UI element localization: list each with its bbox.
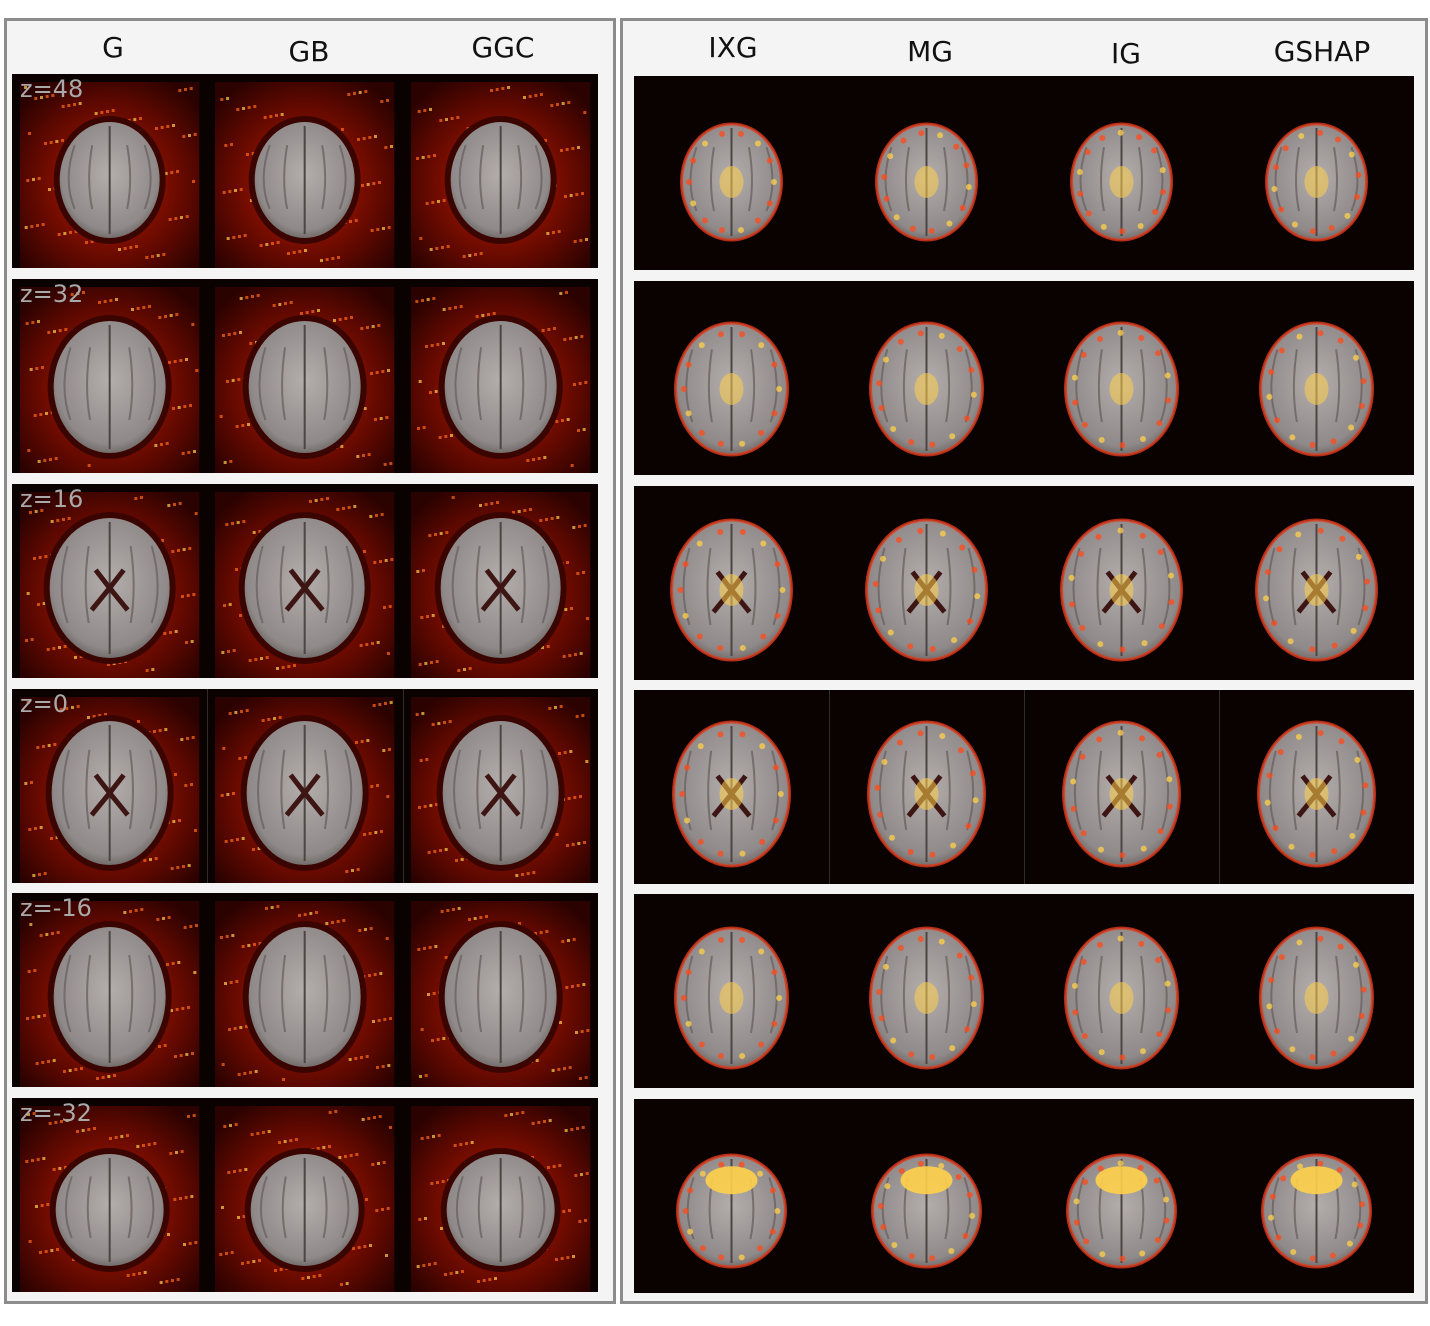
cell-gb — [207, 893, 402, 1087]
cell-mg — [829, 281, 1024, 475]
cell-gb — [207, 1098, 402, 1292]
cell-ixg — [634, 486, 829, 680]
cell-ggc — [403, 74, 598, 268]
slice-label: z=0 — [20, 690, 68, 718]
right-row-z-32 — [634, 1099, 1414, 1293]
left-row-z32: z=32 — [12, 279, 598, 473]
cell-gshap — [1219, 76, 1414, 270]
cell-ggc — [403, 689, 598, 883]
cell-gb — [207, 689, 402, 883]
cell-gb — [207, 484, 402, 678]
cell-ixg — [634, 281, 829, 475]
cell-ig — [1024, 894, 1219, 1088]
cell-g — [12, 74, 207, 268]
slice-label: z=48 — [20, 75, 84, 103]
left-row-z16: z=16 — [12, 484, 598, 678]
slice-label: z=32 — [20, 280, 84, 308]
cell-divider — [1219, 690, 1220, 884]
column-header-ig: IG — [1111, 37, 1141, 70]
cell-ixg — [634, 690, 829, 884]
cell-mg — [829, 894, 1024, 1088]
cell-ggc — [403, 484, 598, 678]
cell-mg — [829, 690, 1024, 884]
right-row-z0 — [634, 690, 1414, 884]
cell-ig — [1024, 281, 1219, 475]
cell-divider — [207, 689, 209, 883]
slice-label: z=16 — [20, 485, 84, 513]
cell-g — [12, 893, 207, 1087]
cell-gb — [207, 279, 402, 473]
cell-gshap — [1219, 690, 1414, 884]
cell-ixg — [634, 894, 829, 1088]
column-header-mg: MG — [907, 35, 953, 68]
right-row-z-16 — [634, 894, 1414, 1088]
cell-mg — [829, 76, 1024, 270]
cell-ixg — [634, 76, 829, 270]
cell-ig — [1024, 690, 1219, 884]
cell-gshap — [1219, 281, 1414, 475]
right-row-z48 — [634, 76, 1414, 270]
cell-mg — [829, 1099, 1024, 1293]
column-header-ggc: GGC — [471, 31, 535, 64]
cell-g — [12, 689, 207, 883]
right-row-z32 — [634, 281, 1414, 475]
left-row-z0: z=0 — [12, 689, 598, 883]
right-row-z16 — [634, 486, 1414, 680]
cell-ggc — [403, 1098, 598, 1292]
left-row-z-16: z=-16 — [12, 893, 598, 1087]
cell-g — [12, 279, 207, 473]
cell-g — [12, 484, 207, 678]
cell-ig — [1024, 76, 1219, 270]
column-header-g: G — [102, 31, 124, 64]
cell-g — [12, 1098, 207, 1292]
cell-ig — [1024, 486, 1219, 680]
cell-divider — [829, 690, 830, 884]
cell-gshap — [1219, 894, 1414, 1088]
cell-divider — [1024, 690, 1025, 884]
cell-gshap — [1219, 486, 1414, 680]
slice-label: z=-16 — [20, 894, 92, 922]
cell-divider — [402, 689, 404, 883]
cell-mg — [829, 486, 1024, 680]
column-header-gshap: GSHAP — [1273, 35, 1371, 68]
cell-gshap — [1219, 1099, 1414, 1293]
cell-ggc — [403, 893, 598, 1087]
column-header-ixg: IXG — [708, 31, 758, 64]
column-header-gb: GB — [288, 35, 330, 68]
cell-ig — [1024, 1099, 1219, 1293]
slice-label: z=-32 — [20, 1099, 92, 1127]
cell-ixg — [634, 1099, 829, 1293]
cell-gb — [207, 74, 402, 268]
cell-ggc — [403, 279, 598, 473]
left-row-z48: z=48 — [12, 74, 598, 268]
left-row-z-32: z=-32 — [12, 1098, 598, 1292]
